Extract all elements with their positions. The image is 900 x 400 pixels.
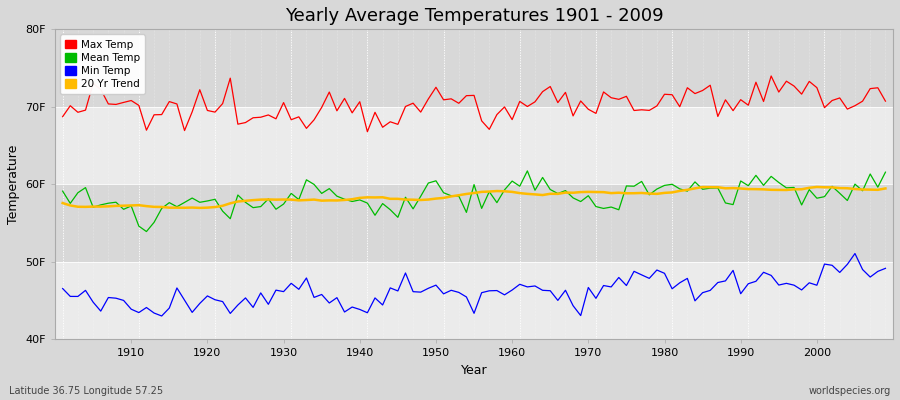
Title: Yearly Average Temperatures 1901 - 2009: Yearly Average Temperatures 1901 - 2009: [284, 7, 663, 25]
Bar: [55, 262, 893, 340]
Text: worldspecies.org: worldspecies.org: [809, 386, 891, 396]
Bar: [55, 184, 893, 262]
X-axis label: Year: Year: [461, 364, 488, 377]
Bar: [55, 29, 893, 107]
Bar: [55, 107, 893, 184]
Text: Latitude 36.75 Longitude 57.25: Latitude 36.75 Longitude 57.25: [9, 386, 163, 396]
Legend: Max Temp, Mean Temp, Min Temp, 20 Yr Trend: Max Temp, Mean Temp, Min Temp, 20 Yr Tre…: [60, 34, 146, 94]
Y-axis label: Temperature: Temperature: [7, 145, 20, 224]
